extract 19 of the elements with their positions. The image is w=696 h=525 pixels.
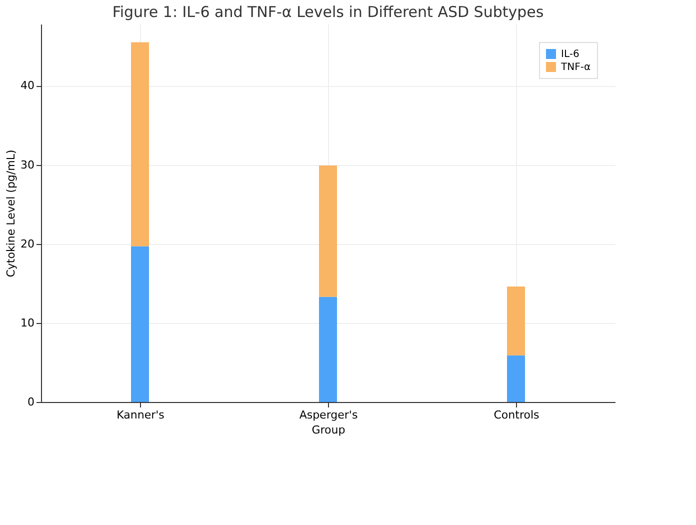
y-axis-title: Cytokine Level (pg/mL) [4, 150, 18, 278]
y-tick-label: 0 [28, 396, 34, 408]
legend-label: TNF-α [560, 62, 591, 73]
x-tick-label: Asperger's [299, 408, 358, 422]
bar [131, 246, 149, 402]
y-tick-label: 10 [20, 316, 34, 330]
bar [507, 286, 525, 356]
legend-label: IL-6 [561, 49, 580, 60]
x-tick-label: Kanner's [116, 408, 165, 422]
y-tick-label: 20 [20, 237, 34, 250]
bar [319, 166, 337, 297]
y-tick-label: 30 [20, 158, 34, 172]
x-axis-title: Group [312, 424, 346, 436]
y-tick-label: 40 [20, 79, 34, 92]
x-tick-label: Controls [494, 408, 540, 422]
bar [507, 355, 525, 402]
bar [131, 42, 149, 246]
bar [319, 296, 337, 402]
chart-title: Figure 1: IL-6 and TNF-α Levels in Different ASD Subtypes [112, 3, 544, 21]
